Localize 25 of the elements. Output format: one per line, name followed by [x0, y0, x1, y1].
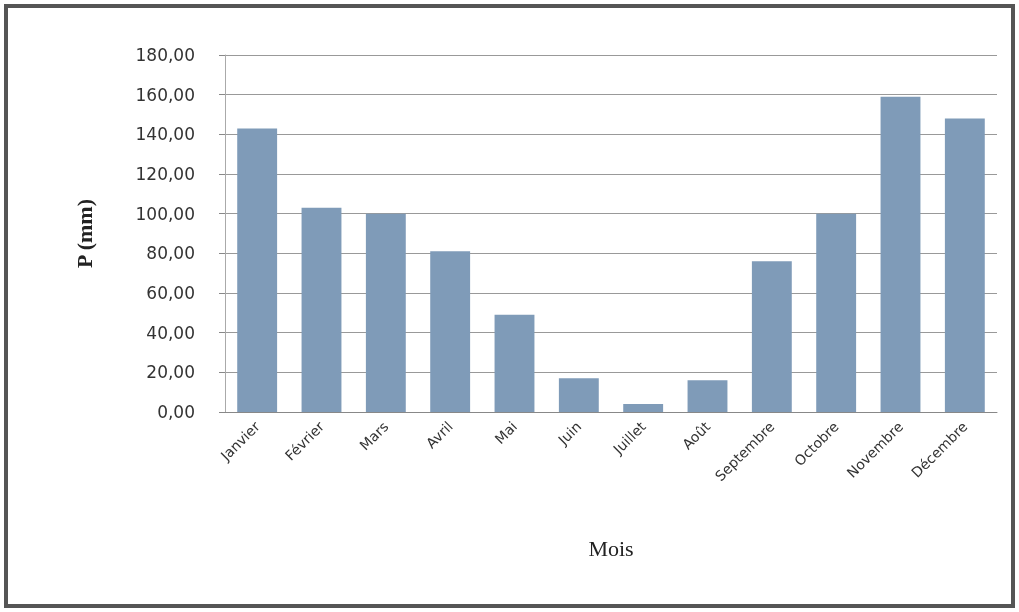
x-tick-label: Mai	[491, 418, 521, 447]
y-tick-label: 40,00	[146, 322, 195, 343]
y-tick-label: 180,00	[135, 45, 195, 65]
y-tick-label: 20,00	[146, 362, 195, 383]
bar	[301, 207, 342, 412]
bar	[494, 314, 535, 412]
x-axis-title: Mois	[588, 535, 634, 561]
bar	[430, 251, 471, 412]
y-tick-label: 0,00	[157, 402, 195, 422]
y-tick-label: 60,00	[146, 283, 195, 303]
bar	[751, 261, 792, 412]
bar	[623, 404, 664, 412]
y-tick-label: 100,00	[135, 203, 195, 224]
y-tick-label: 160,00	[135, 84, 195, 105]
bar	[558, 378, 599, 412]
y-tick-label: 120,00	[135, 164, 195, 184]
bar	[880, 96, 921, 412]
bar	[237, 128, 278, 412]
bar	[687, 380, 728, 412]
bar	[816, 213, 857, 412]
bar	[944, 118, 985, 412]
bar	[365, 213, 406, 412]
y-tick-label: 80,00	[146, 243, 195, 264]
y-tick-label: 140,00	[135, 124, 195, 145]
y-axis-title: P (mm)	[71, 198, 97, 269]
